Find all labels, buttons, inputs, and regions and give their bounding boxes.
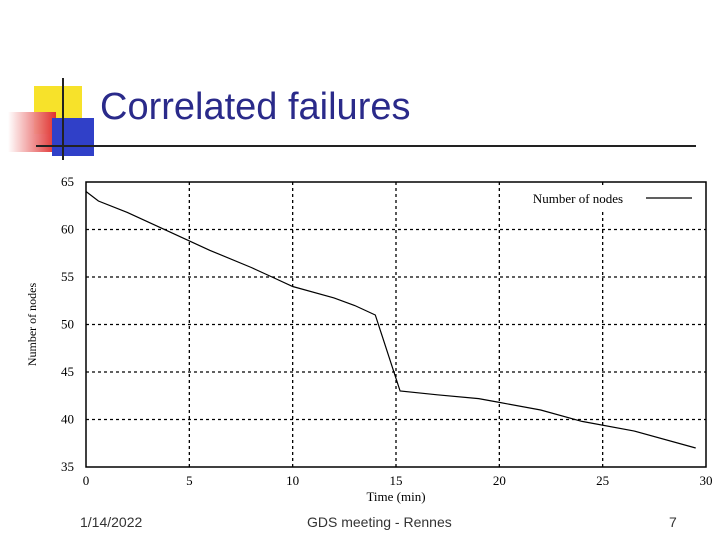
y-tick-label: 40 xyxy=(61,412,74,427)
footer-presentation-name: GDS meeting - Rennes xyxy=(307,514,452,530)
legend-label: Number of nodes xyxy=(533,191,623,206)
y-tick-label: 35 xyxy=(61,459,74,474)
slide-title: Correlated failures xyxy=(100,86,411,128)
x-axis-label: Time (min) xyxy=(366,489,425,504)
series-line-number-of-nodes xyxy=(85,191,696,449)
y-tick-label: 55 xyxy=(61,269,74,284)
legend: Number of nodes xyxy=(510,188,700,210)
plot-frame xyxy=(85,181,707,468)
footer-date: 1/14/2022 xyxy=(80,514,143,530)
y-tick-label: 50 xyxy=(61,317,74,332)
decor-blue-square xyxy=(52,118,94,156)
decor-vertical-rule xyxy=(62,78,64,160)
x-tick-label: 15 xyxy=(390,473,403,488)
title-underline xyxy=(36,145,696,147)
x-tick-label: 30 xyxy=(700,473,713,488)
footer-page-number: 7 xyxy=(669,514,677,530)
chart: 0 5 10 15 20 25 30 35 40 45 50 55 60 65 Number of nod… xyxy=(20,168,720,508)
x-tick-label: 20 xyxy=(493,473,506,488)
y-axis-label: Number of nodes xyxy=(25,283,39,367)
tick-layer: 0 5 10 15 20 25 30 35 40 45 50 55 60 65 xyxy=(61,174,713,488)
grid-layer xyxy=(86,182,706,467)
y-tick-label: 65 xyxy=(61,174,74,189)
x-tick-label: 5 xyxy=(186,473,193,488)
chart-svg: 0 5 10 15 20 25 30 35 40 45 50 55 60 65 Number of nod… xyxy=(25,174,713,504)
legend-background xyxy=(510,188,700,210)
y-tick-label: 60 xyxy=(61,222,74,237)
x-tick-label: 25 xyxy=(596,473,609,488)
x-tick-label: 10 xyxy=(286,473,299,488)
series-layer xyxy=(85,191,696,449)
y-tick-label: 45 xyxy=(61,364,74,379)
x-tick-label: 0 xyxy=(83,473,90,488)
